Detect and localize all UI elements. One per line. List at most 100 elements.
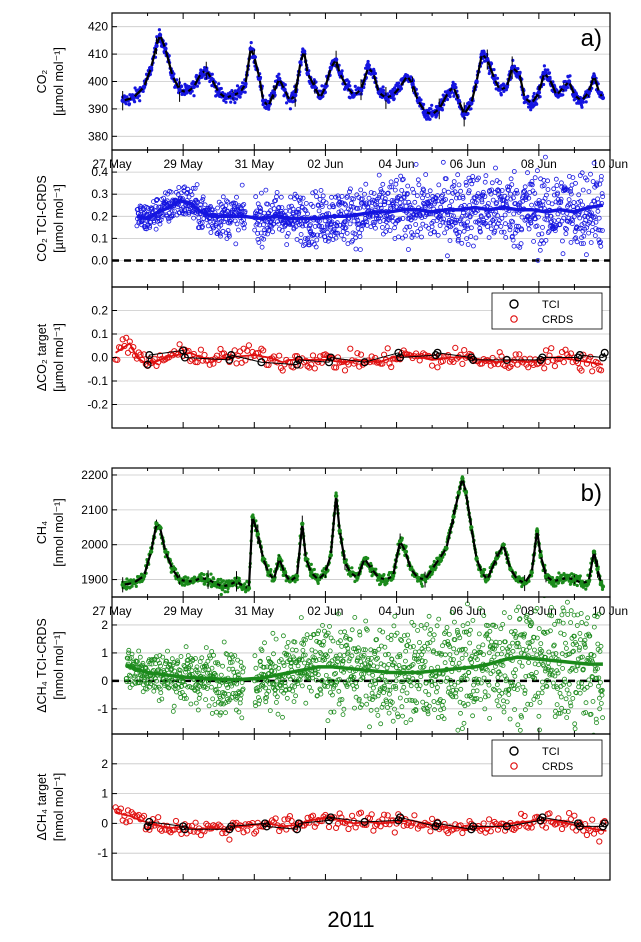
data-point [296, 578, 299, 581]
data-marker [595, 567, 599, 571]
data-point [406, 248, 410, 252]
data-point [437, 183, 441, 187]
data-point [354, 85, 357, 88]
data-point [239, 96, 242, 99]
data-point [359, 188, 363, 192]
data-marker [480, 570, 484, 574]
data-point [275, 695, 279, 699]
data-marker [243, 82, 247, 86]
data-marker [177, 88, 181, 92]
crds-point [198, 347, 203, 352]
data-marker [220, 584, 224, 588]
y-tick-label: 2000 [81, 538, 108, 552]
data-point [304, 201, 308, 205]
data-point [550, 202, 554, 206]
data-point [509, 177, 513, 181]
data-point [325, 230, 329, 234]
panel-label: b) [581, 480, 602, 507]
data-point [263, 641, 267, 645]
data-marker [416, 576, 420, 580]
data-point [289, 195, 293, 199]
data-marker [234, 579, 238, 583]
data-point [413, 200, 417, 204]
data-point [239, 660, 243, 664]
data-marker [338, 71, 342, 75]
data-marker [318, 96, 322, 100]
data-point [503, 222, 507, 226]
crds-point [348, 346, 353, 351]
data-point [502, 230, 506, 234]
data-point [546, 179, 550, 183]
data-marker [359, 88, 363, 92]
data-point [211, 73, 214, 76]
y-tick-label: 2100 [81, 503, 108, 517]
data-point [448, 239, 452, 243]
plot-area [121, 475, 606, 596]
data-marker [261, 556, 265, 560]
data-point [575, 240, 579, 244]
data-point [428, 189, 432, 193]
data-point [552, 187, 556, 191]
data-marker [474, 79, 478, 83]
data-point [469, 107, 472, 110]
data-point [500, 216, 504, 220]
data-point [269, 568, 272, 571]
data-point [554, 584, 557, 587]
data-marker [154, 522, 158, 526]
crds-point [543, 348, 548, 353]
data-marker [384, 96, 388, 100]
y-tick-label: 0.0 [91, 253, 108, 267]
data-point [483, 568, 486, 571]
data-marker [257, 77, 261, 81]
data-point [471, 175, 475, 179]
y-tick-label: 390 [88, 102, 108, 116]
data-point [457, 183, 461, 187]
data-point [317, 582, 320, 585]
data-point [581, 203, 585, 207]
data-point [523, 185, 527, 189]
data-point [442, 189, 446, 193]
data-point [271, 230, 275, 234]
y-tick-label: 0.3 [91, 187, 108, 201]
data-point [286, 641, 290, 645]
crds-point [590, 369, 595, 374]
data-point [184, 645, 188, 649]
data-point [138, 655, 142, 659]
data-marker [562, 85, 566, 89]
data-point [512, 170, 516, 174]
crds-point [561, 360, 566, 365]
data-marker [298, 60, 302, 64]
data-point [200, 656, 204, 660]
data-point [235, 222, 239, 226]
data-marker [272, 577, 276, 581]
data-point [438, 224, 442, 228]
data-point [346, 242, 350, 246]
data-point [381, 182, 385, 186]
data-marker [377, 90, 381, 94]
data-marker [437, 556, 441, 560]
data-point [424, 173, 428, 177]
data-point [305, 633, 309, 637]
data-marker [300, 522, 304, 526]
data-point [204, 646, 208, 650]
data-point [416, 178, 420, 182]
data-marker [601, 584, 605, 588]
data-marker [522, 581, 526, 585]
data-point [471, 244, 475, 248]
data-marker [192, 579, 196, 583]
data-point [576, 584, 579, 587]
data-point [544, 238, 548, 242]
y-tick-label: 1900 [81, 573, 108, 587]
data-marker [323, 570, 327, 574]
data-marker [430, 112, 434, 116]
data-point [296, 664, 300, 668]
data-point [224, 711, 228, 715]
data-marker [601, 96, 605, 100]
data-point [195, 74, 198, 77]
data-point [180, 85, 183, 88]
data-point [469, 235, 473, 239]
data-marker [213, 581, 217, 585]
data-point [207, 704, 211, 708]
data-marker [462, 112, 466, 116]
